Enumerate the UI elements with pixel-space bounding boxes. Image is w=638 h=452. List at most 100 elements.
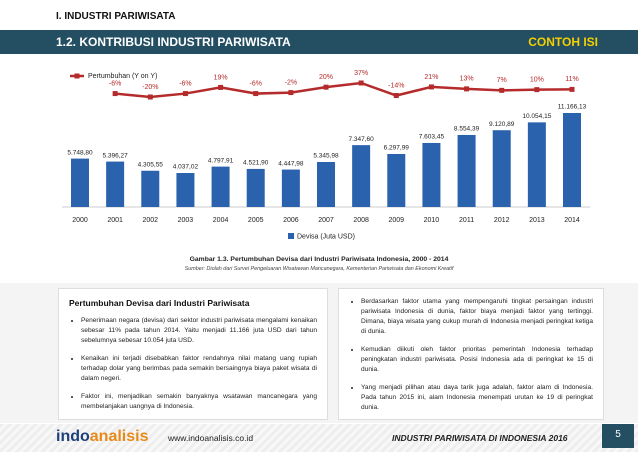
bar — [317, 161, 335, 207]
x-tick-label: 2001 — [107, 217, 123, 224]
line-label: 13% — [460, 76, 474, 83]
bar — [457, 134, 476, 207]
x-tick-label: 2009 — [388, 217, 404, 224]
line-marker — [288, 90, 294, 96]
legend-marker — [74, 73, 80, 79]
bar — [563, 113, 581, 207]
line-label: 11% — [565, 76, 579, 83]
bar-label: 5.396,27 — [102, 152, 128, 159]
bar-label: 6.297,99 — [384, 145, 410, 152]
bar — [176, 173, 195, 207]
line-marker — [182, 91, 188, 97]
title-bar — [0, 30, 638, 54]
bar — [246, 168, 265, 207]
report-name: INDUSTRI PARIWISATA DI INDONESIA 2016 — [392, 433, 568, 443]
bar — [387, 153, 406, 207]
bar — [106, 161, 125, 207]
left-title: Pertumbuhan Devisa dari Industri Pariwis… — [69, 298, 250, 308]
x-tick-label: 2013 — [529, 217, 545, 224]
bar — [281, 169, 300, 207]
line-label: 21% — [424, 74, 438, 81]
line-label: 19% — [214, 74, 228, 81]
line-marker — [499, 87, 505, 93]
line-label: 20% — [319, 74, 333, 81]
line-marker — [358, 80, 364, 86]
bar-label: 9.120,89 — [489, 121, 515, 128]
x-tick-label: 2012 — [494, 217, 510, 224]
slide-title: 1.2. KONTRIBUSI INDUSTRI PARIWISATA — [56, 35, 291, 49]
line-label: 10% — [530, 76, 544, 83]
x-tick-label: 2000 — [72, 217, 88, 224]
growth-line — [115, 81, 573, 99]
caption-title: Gambar 1.3. Pertumbuhan Devisa dari Indu… — [189, 256, 449, 263]
x-tick-label: 2007 — [318, 217, 334, 224]
bar — [141, 170, 160, 207]
logo: indoanalisis — [56, 428, 148, 446]
x-tick-label: 2011 — [459, 217, 474, 224]
bar-label: 5.748,80 — [67, 149, 93, 156]
bullet: Kemudian diikuti oleh faktor prioritas p… — [361, 345, 593, 375]
right-box: Berdasarkan faktor utama yang mempengaru… — [338, 288, 604, 420]
footer — [0, 424, 638, 452]
url: www.indoanalisis.co.id — [168, 433, 254, 443]
bar-label: 10.054,15 — [522, 113, 551, 120]
line-label: -2% — [285, 79, 297, 86]
chart: 2000 2001 2002 2003 2004 2005 2006 2007 2008 2009… — [62, 70, 590, 240]
bar-label: 4.447,98 — [278, 160, 304, 167]
line-label: -6% — [249, 80, 261, 87]
bar-label: 4.305,55 — [138, 161, 164, 168]
line-marker — [323, 84, 329, 90]
line-label: -14% — [388, 82, 404, 89]
bar-label: 7.603,45 — [419, 134, 445, 141]
line-marker — [534, 87, 540, 93]
right-bullets: Berdasarkan faktor utama yang mempengaru… — [349, 297, 593, 413]
line-label: 7% — [497, 77, 507, 84]
logo-b: analisis — [89, 428, 149, 445]
x-tick-label: 2003 — [178, 217, 194, 224]
badge: CONTOH ISI — [528, 35, 598, 49]
bar-label: 4.521,90 — [243, 160, 269, 167]
left-box: Pertumbuhan Devisa dari Industri Pariwis… — [58, 288, 328, 420]
bullet: Faktor ini, menjadikan semakin banyaknya… — [81, 392, 317, 412]
bullet: Penerimaan negara (devisa) dari sektor i… — [81, 316, 317, 346]
line-label: -6% — [109, 80, 121, 87]
x-tick-label: 2014 — [564, 217, 580, 224]
line-label: -20% — [142, 84, 158, 91]
line-label: 37% — [354, 70, 368, 77]
logo-a: indo — [56, 428, 90, 445]
line-marker — [464, 86, 470, 92]
bar-label: 5.345,98 — [313, 153, 339, 160]
bar — [422, 142, 441, 207]
legend-label: Devisa (Juta USD) — [297, 233, 355, 240]
page-number: 5 — [602, 424, 634, 448]
bar-label: 11.166,13 — [558, 104, 587, 111]
caption-source: Sumber: Diolah dari Survei Pengeluaran W… — [184, 266, 454, 272]
bar-label: 8.554,39 — [454, 126, 480, 133]
x-tick-label: 2008 — [353, 217, 369, 224]
legend-label: Pertumbuhan (Y on Y) — [88, 73, 157, 80]
bar — [527, 122, 546, 207]
line-label: -6% — [179, 80, 191, 87]
bar — [352, 145, 371, 207]
x-tick-label: 2010 — [424, 217, 440, 224]
bar — [71, 158, 89, 207]
line-marker — [428, 84, 434, 90]
line-marker — [218, 84, 224, 90]
section-label: I. INDUSTRI PARIWISATA — [56, 11, 176, 22]
line-marker — [393, 93, 399, 99]
line-marker — [253, 91, 259, 97]
bar — [492, 130, 511, 207]
legend-swatch — [288, 233, 294, 239]
line-marker — [112, 91, 118, 97]
bar-label: 4.797,91 — [208, 157, 234, 164]
x-tick-label: 2004 — [213, 217, 229, 224]
line-marker — [147, 94, 153, 100]
bar-label: 7.347,60 — [348, 136, 374, 143]
bar — [211, 166, 230, 207]
bullet: Yang menjadi pilihan atau daya tarik jug… — [361, 383, 593, 413]
line-marker — [569, 86, 575, 92]
bullet: Kenaikan ini terjadi disebabkan faktor r… — [81, 354, 317, 384]
x-tick-label: 2006 — [283, 217, 299, 224]
left-bullets: Penerimaan negara (devisa) dari sektor i… — [69, 316, 317, 412]
